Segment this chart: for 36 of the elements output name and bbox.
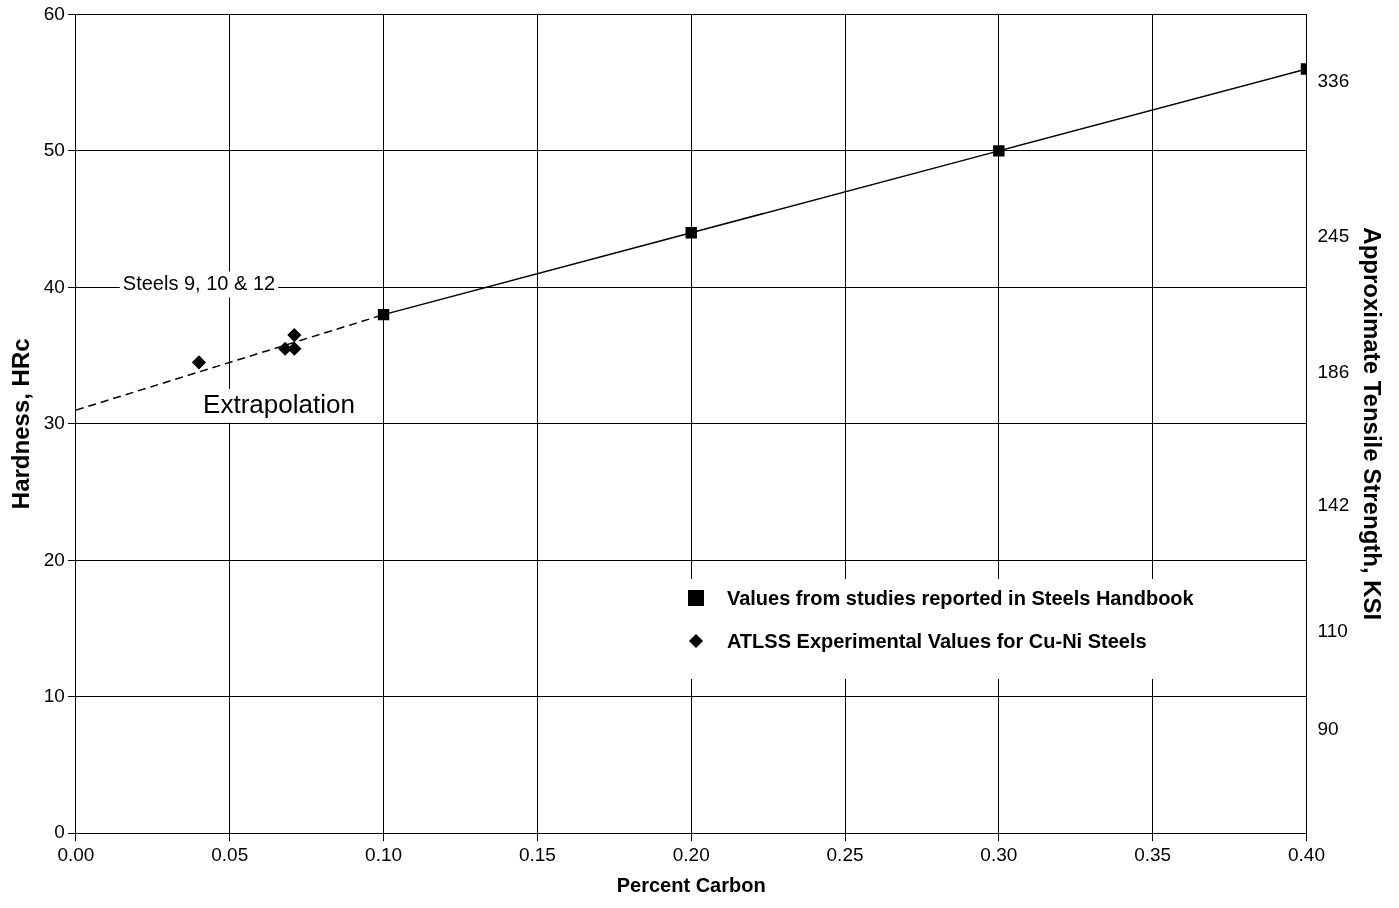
y2-axis-title: Approximate Tensile Strength, KSI [1358, 227, 1386, 621]
y-tick-label: 20 [43, 548, 65, 570]
y2-tick-label: 90 [1317, 718, 1339, 740]
y-tick-label: 40 [43, 275, 65, 297]
point [278, 341, 292, 356]
annotation: Extrapolation [203, 388, 355, 419]
x-tick-label: 0.00 [57, 843, 95, 865]
x-tick-label: 0.10 [365, 843, 403, 865]
x-tick-label: 0.15 [518, 843, 556, 865]
y-tick-label: 10 [43, 684, 65, 706]
x-tick-label: 0.05 [211, 843, 249, 865]
point [685, 227, 697, 239]
y2-tick-label: 336 [1317, 69, 1350, 91]
x-tick-label: 0.40 [1288, 843, 1325, 865]
point [192, 355, 206, 370]
point [377, 308, 390, 321]
y-tick-label: 60 [43, 2, 65, 24]
legend-label: Values from studies reported in Steels Handbook [726, 587, 1194, 610]
annotation: Steels 9, 10 & 12 [122, 272, 276, 295]
y2-tick-label: 142 [1317, 493, 1350, 515]
legend-label: ATLSS Experimental Values for Cu-Ni Steels [726, 630, 1147, 653]
x-tick-label: 0.35 [1134, 843, 1172, 865]
point [993, 145, 1005, 157]
y2-tick-label: 186 [1317, 360, 1350, 382]
y-tick-label: 0 [54, 821, 65, 843]
point [287, 341, 302, 356]
y-tick-label: 30 [43, 412, 65, 434]
y-axis-title: Hardness, HRc [7, 338, 35, 510]
y2-tick-label: 110 [1317, 619, 1348, 641]
y2-tick-label: 245 [1317, 225, 1350, 247]
y-tick-label: 50 [43, 139, 65, 161]
x-tick-label: 0.30 [980, 843, 1018, 865]
x-axis-title: Percent Carbon [616, 873, 766, 896]
point [287, 328, 302, 342]
x-tick-label: 0.25 [826, 843, 864, 865]
x-tick-label: 0.20 [672, 843, 710, 865]
